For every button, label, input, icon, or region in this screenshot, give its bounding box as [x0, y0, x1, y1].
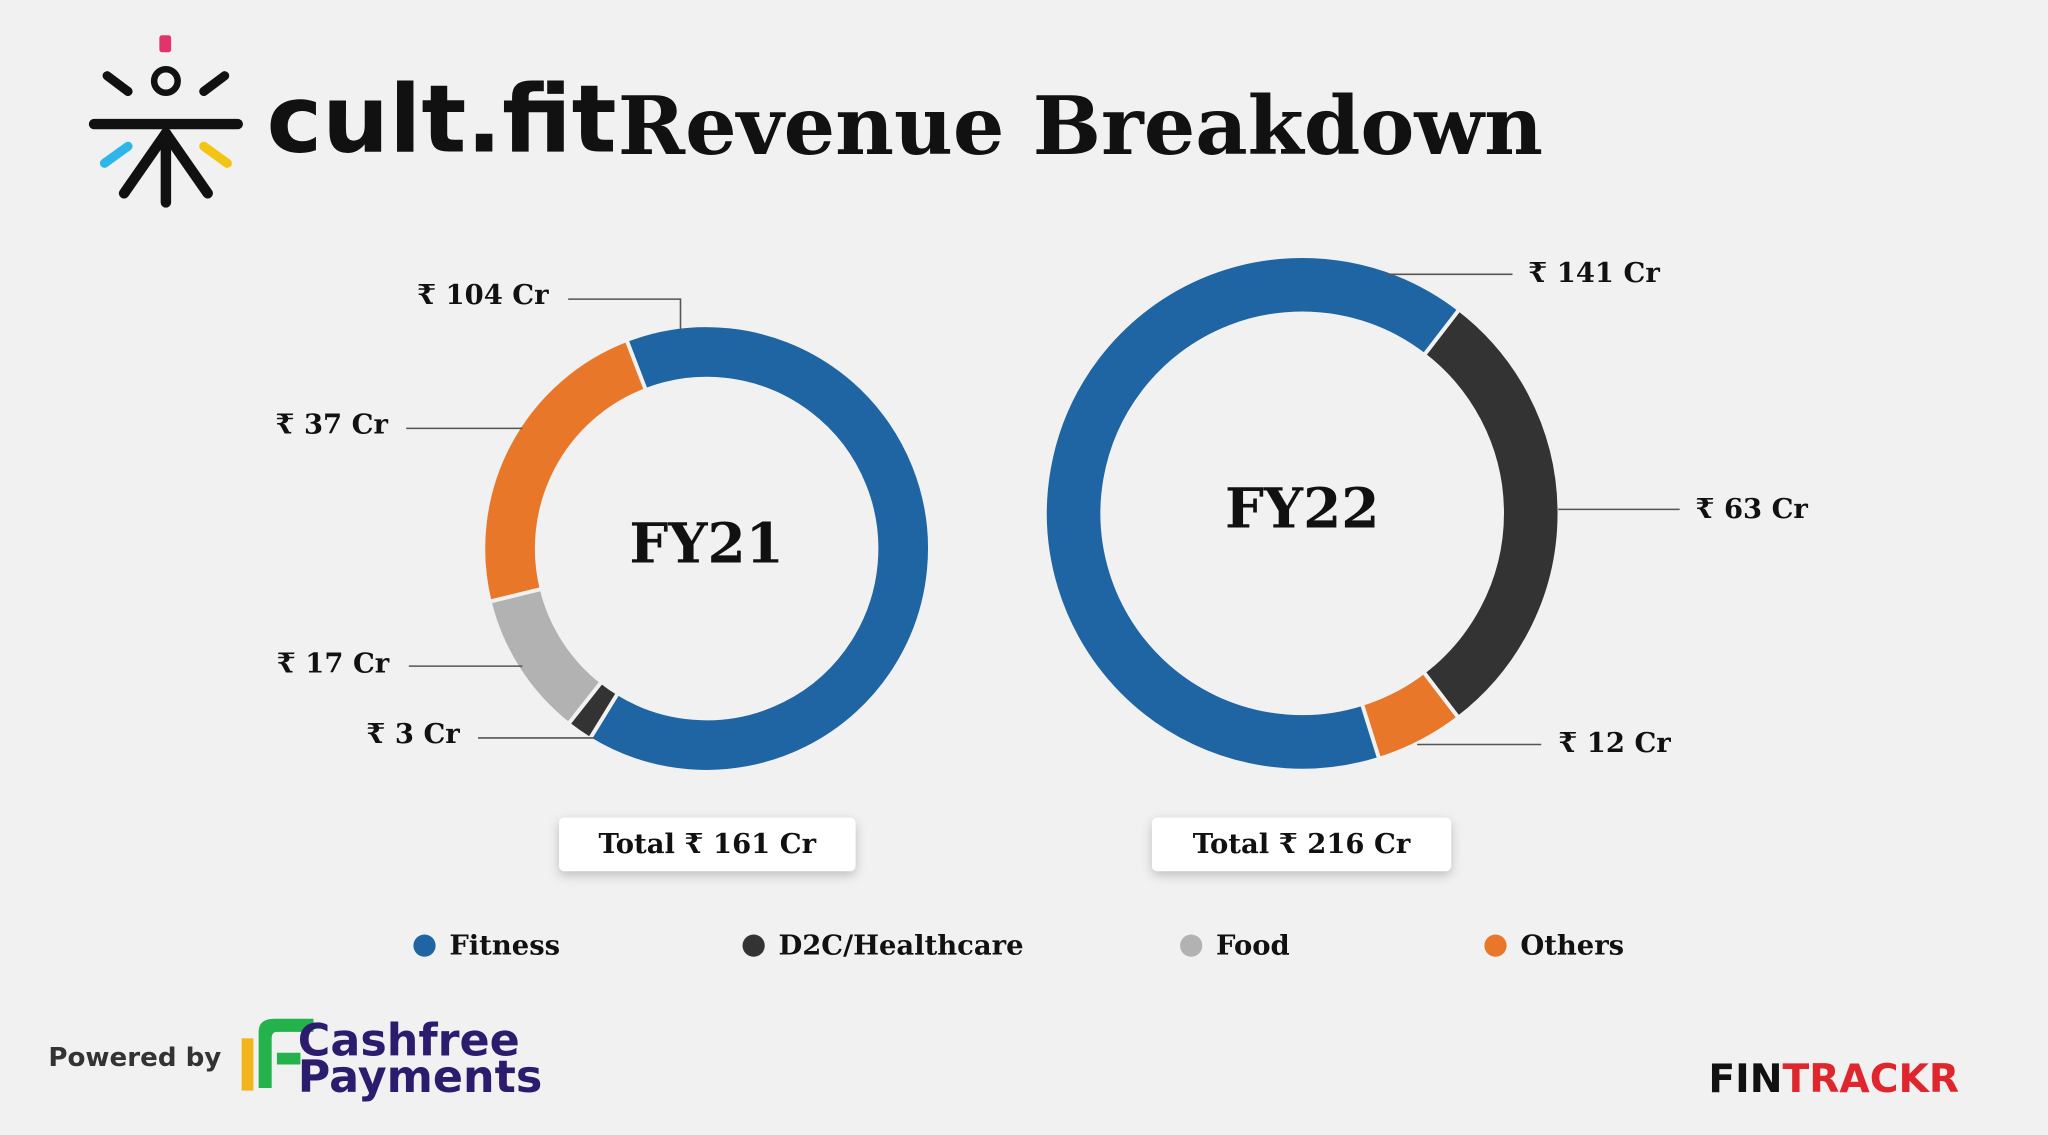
value-label: ₹ 37 Cr: [275, 408, 388, 440]
donut-segment: [481, 337, 649, 604]
total-box: [559, 817, 856, 872]
brand: FINTRACKR: [1708, 1057, 1959, 1102]
legend-swatch: [1484, 934, 1507, 957]
total-label: Total ₹ 161 Cr: [599, 828, 817, 860]
brand-part: FIN: [1708, 1057, 1782, 1102]
legend-label: D2C/Healthcare: [778, 929, 1023, 961]
value-label: ₹ 17 Cr: [277, 647, 390, 679]
legend-swatch: [742, 934, 765, 957]
powered-by: Powered by: [48, 1043, 221, 1073]
logo-text: cult.fit: [266, 66, 616, 175]
donut-segment: [1042, 254, 1462, 773]
value-label: ₹ 63 Cr: [1695, 493, 1808, 525]
total-box: [1151, 817, 1452, 872]
logo-icon: [88, 35, 243, 208]
partner-name: Cashfree: [298, 1015, 520, 1066]
value-label: ₹ 3 Cr: [366, 718, 460, 750]
leader-line: [568, 298, 682, 330]
brand-part: TRACKR: [1783, 1057, 1959, 1102]
partner-name: Payments: [298, 1052, 542, 1103]
charts: ₹ 104 Cr ₹ 3 Cr ₹ 17 Cr ₹ 37 Cr FY21 Total ₹ …: [275, 254, 1808, 872]
legend-swatch: [1180, 934, 1203, 957]
value-label: ₹ 141 Cr: [1528, 257, 1660, 289]
legend-label: Fitness: [449, 929, 560, 961]
value-label: ₹ 104 Cr: [417, 279, 549, 311]
value-label: ₹ 12 Cr: [1558, 727, 1671, 759]
legend-label: Food: [1216, 929, 1290, 961]
legend-swatch: [413, 934, 436, 957]
legend: Fitness D2C/Healthcare Food Others: [413, 929, 1624, 961]
donut-segment: [587, 323, 932, 774]
total-label: Total ₹ 216 Cr: [1193, 828, 1411, 860]
center-label: FY22: [1225, 475, 1379, 540]
partner-icon: [241, 1018, 314, 1091]
center-label: FY21: [629, 511, 783, 576]
legend-label: Others: [1520, 929, 1624, 961]
page-title: Revenue Breakdown: [618, 79, 1543, 174]
